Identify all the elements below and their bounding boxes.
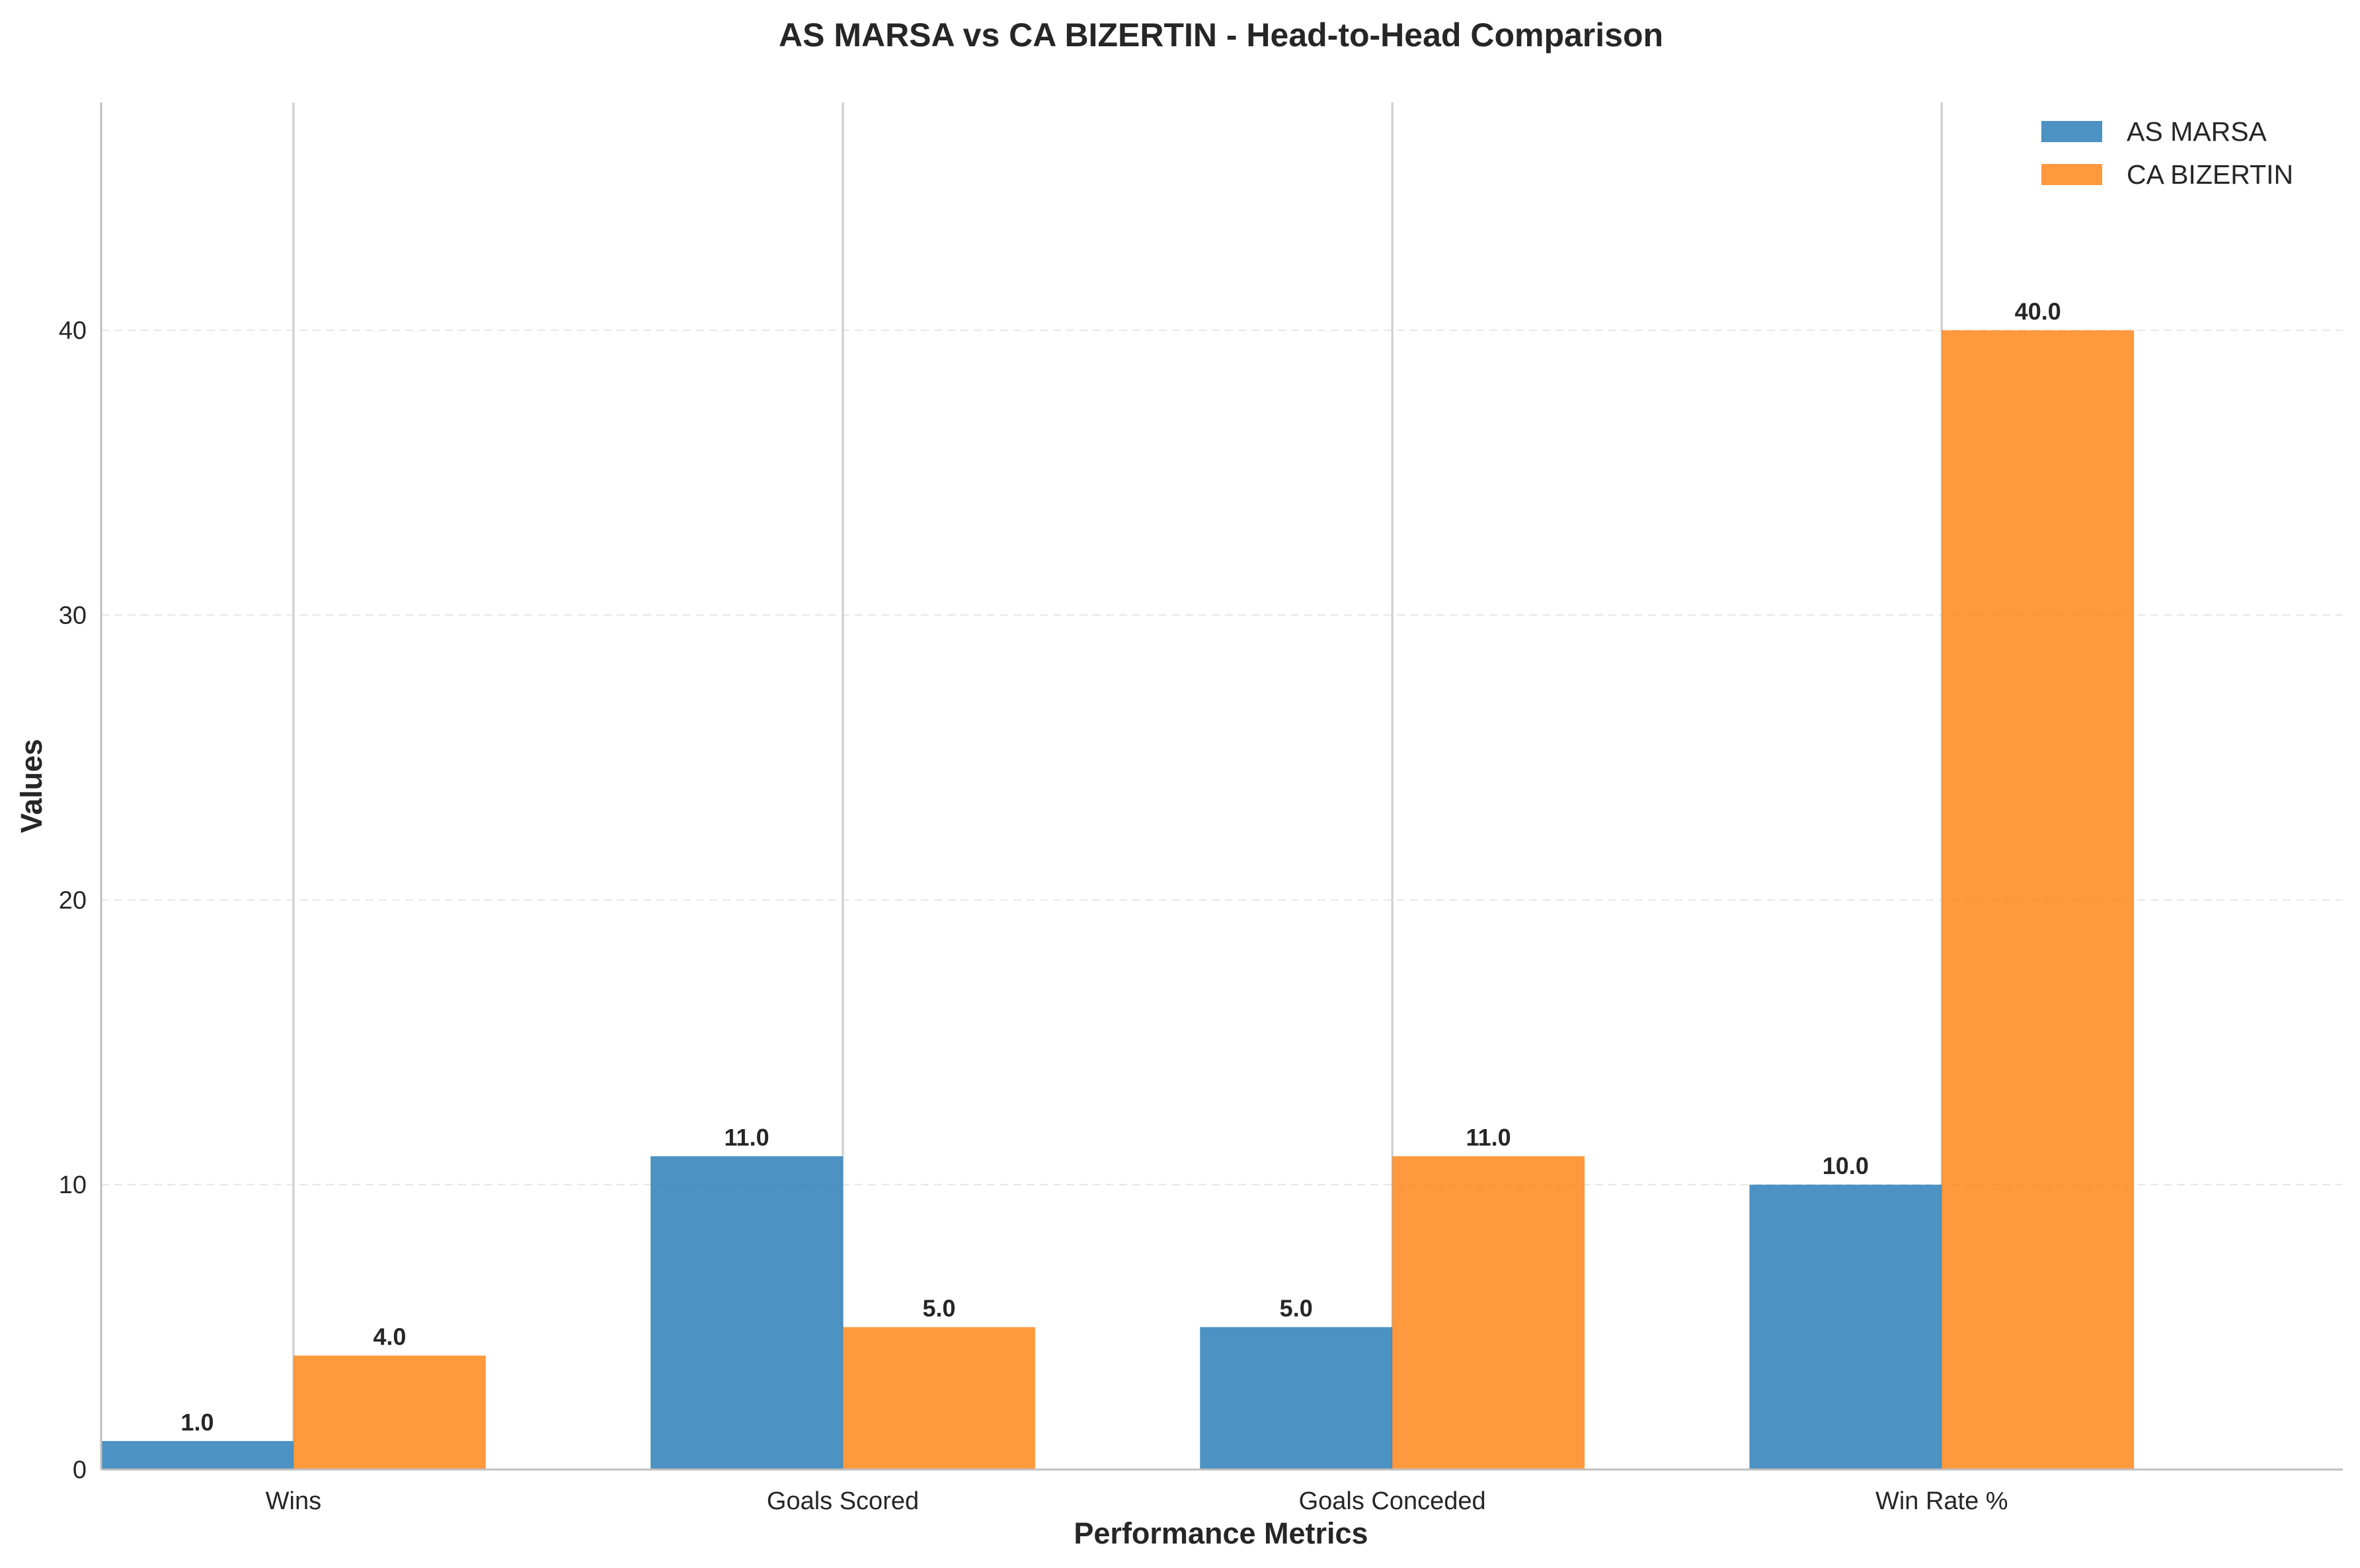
x-tick-label-1: Goals Scored [767,1487,919,1515]
y-tick-label-0: 0 [73,1456,87,1484]
value-label-0-0: 1.0 [180,1409,214,1436]
legend: AS MARSA CA BIZERTIN [2041,116,2293,190]
category-center-lines [292,102,1943,1470]
bar-1-3 [1942,330,2135,1470]
y-tick-label-1: 10 [59,1171,87,1199]
bar-0-1 [650,1156,844,1470]
value-label-0-2: 5.0 [1280,1295,1313,1322]
legend-label-1: CA BIZERTIN [2127,159,2293,190]
bar-0-3 [1749,1185,1942,1470]
legend-swatch-1 [2041,164,2102,185]
x-tick-labels: Wins Goals Scored Goals Conceded Win Rate % [266,1487,2008,1515]
x-tick-label-0: Wins [266,1487,321,1515]
value-label-1-0: 4.0 [373,1323,406,1351]
x-axis-label: Performance Metrics [1074,1516,1368,1550]
bar-1-1 [843,1327,1035,1470]
value-label-0-3: 10.0 [1823,1152,1869,1179]
x-tick-label-3: Win Rate % [1875,1487,2008,1515]
y-tick-label-2: 20 [59,886,87,914]
y-tick-label-4: 40 [59,317,87,345]
value-label-1-2: 11.0 [1466,1124,1511,1151]
bar-0-2 [1200,1327,1393,1470]
legend-swatch-0 [2041,121,2102,142]
bar-1-2 [1392,1156,1585,1470]
bar-0-0 [101,1440,294,1470]
y-tick-labels: 0 10 20 30 40 [59,317,87,1484]
legend-label-0: AS MARSA [2127,116,2267,147]
value-labels: 1.0 11.0 5.0 10.0 4.0 5.0 11.0 40.0 [180,298,2061,1436]
value-label-0-1: 11.0 [725,1124,769,1151]
bar-1-0 [293,1355,486,1470]
y-tick-label-3: 30 [59,602,87,630]
value-label-1-1: 5.0 [922,1295,955,1322]
x-tick-label-2: Goals Conceded [1299,1487,1486,1515]
value-label-1-3: 40.0 [2015,298,2061,325]
y-axis-label: Values [15,739,48,834]
chart-title: AS MARSA vs CA BIZERTIN - Head-to-Head C… [779,17,1663,54]
bars [101,330,2135,1470]
